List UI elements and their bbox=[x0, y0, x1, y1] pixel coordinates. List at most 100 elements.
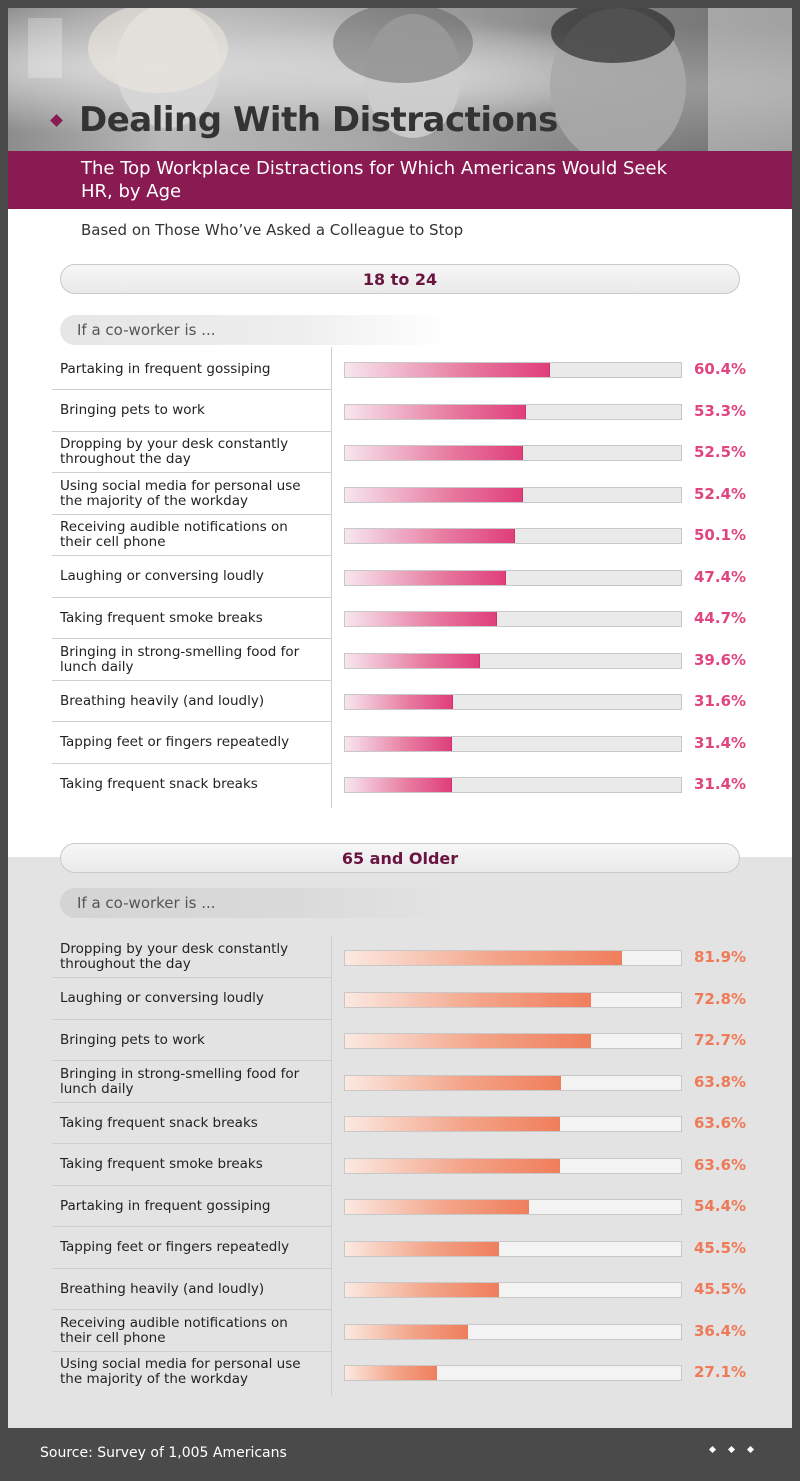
category-label: Partaking in frequent gossiping bbox=[60, 360, 271, 377]
category-row: Partaking in frequent gossiping bbox=[52, 349, 332, 390]
category-label: Bringing pets to work bbox=[60, 402, 205, 418]
category-row: Bringing in strong-smelling food for lun… bbox=[52, 1062, 332, 1103]
bar bbox=[345, 363, 551, 377]
bar-track bbox=[344, 735, 682, 752]
value-label: 53.3% bbox=[694, 401, 747, 420]
category-label: Laughing or conversing loudly bbox=[60, 990, 264, 1006]
header-photo: Dealing With Distractions bbox=[8, 8, 792, 153]
category-label: Laughing or conversing loudly bbox=[60, 568, 264, 584]
value-label: 27.1% bbox=[694, 1363, 747, 1381]
bar bbox=[345, 653, 480, 668]
bar bbox=[345, 1324, 469, 1339]
people-photo-illustration bbox=[28, 8, 792, 153]
value-label: 81.9% bbox=[694, 948, 747, 966]
bar bbox=[345, 736, 453, 751]
category-label: Using social media for personal use the … bbox=[60, 477, 301, 509]
value-label: 63.6% bbox=[694, 1114, 747, 1132]
category-row: Laughing or conversing loudly bbox=[52, 557, 332, 598]
category-label: Receiving audible notifications on their… bbox=[60, 519, 288, 550]
category-label: Tapping feet or fingers repeatedly bbox=[60, 734, 290, 750]
diamond-icon bbox=[727, 1445, 736, 1454]
bar-track bbox=[344, 1074, 682, 1091]
bar bbox=[345, 951, 622, 965]
bar-track bbox=[344, 1157, 682, 1174]
bar bbox=[345, 1241, 499, 1256]
bar bbox=[345, 1283, 499, 1297]
title-diamond-icon bbox=[50, 113, 63, 127]
value-label: 52.5% bbox=[694, 443, 747, 461]
value-label: 63.6% bbox=[694, 1155, 747, 1174]
category-row: Taking frequent snack breaks bbox=[52, 1103, 332, 1144]
value-label: 45.5% bbox=[694, 1238, 747, 1257]
bar-track bbox=[344, 1033, 682, 1049]
bar-track bbox=[344, 1116, 682, 1132]
category-label: Dropping by your desk constantly through… bbox=[60, 941, 289, 972]
value-label: 31.4% bbox=[694, 733, 747, 752]
bar bbox=[345, 446, 524, 460]
bar-track bbox=[344, 528, 682, 544]
category-label: Bringing in strong-smelling food for lun… bbox=[60, 643, 300, 675]
subtitle: The Top Workplace Distractions for Which… bbox=[81, 158, 668, 202]
category-row: Breathing heavily (and loudly) bbox=[52, 681, 332, 722]
category-label: Using social media for personal use the … bbox=[60, 1356, 301, 1387]
category-label: Partaking in frequent gossiping bbox=[60, 1197, 271, 1214]
bar bbox=[345, 529, 516, 543]
diamond-icon bbox=[746, 1445, 755, 1454]
category-row: Bringing pets to work bbox=[52, 1020, 332, 1061]
bar-track bbox=[344, 950, 682, 966]
category-label: Tapping feet or fingers repeatedly bbox=[60, 1239, 290, 1255]
category-row: Receiving audible notifications on their… bbox=[52, 515, 332, 556]
value-label: 54.4% bbox=[694, 1197, 747, 1215]
subtitle-band: The Top Workplace Distractions for Which… bbox=[8, 151, 792, 209]
category-row: Bringing pets to work bbox=[52, 391, 332, 432]
age-group-title: 65 and Older bbox=[60, 843, 740, 873]
diamond-icon bbox=[708, 1445, 717, 1454]
value-label: 63.8% bbox=[694, 1072, 747, 1091]
bar bbox=[345, 612, 498, 626]
category-row: Partaking in frequent gossiping bbox=[52, 1186, 332, 1227]
value-label: 52.4% bbox=[694, 484, 747, 503]
category-row: Using social media for personal use the … bbox=[52, 474, 332, 515]
bar-track bbox=[344, 445, 682, 461]
category-label: Taking frequent smoke breaks bbox=[60, 1156, 263, 1172]
infographic: Dealing With Distractions The Top Workpl… bbox=[8, 8, 792, 1428]
category-label: Taking frequent smoke breaks bbox=[60, 609, 263, 626]
bar-track bbox=[344, 486, 682, 503]
bar bbox=[345, 695, 453, 709]
source-note: Source: Survey of 1,005 Americans bbox=[40, 1445, 287, 1461]
value-label: 31.4% bbox=[694, 775, 747, 793]
age-group-title: 18 to 24 bbox=[60, 264, 740, 294]
category-label: Breathing heavily (and loudly) bbox=[60, 692, 265, 709]
category-label: Receiving audible notifications on their… bbox=[60, 1314, 288, 1346]
bar bbox=[345, 1117, 560, 1131]
bar-track bbox=[344, 611, 682, 627]
value-label: 36.4% bbox=[694, 1321, 747, 1340]
bar-track bbox=[344, 694, 682, 710]
category-row: Dropping by your desk constantly through… bbox=[52, 937, 332, 978]
page-title: Dealing With Distractions bbox=[79, 100, 558, 140]
bar-track bbox=[344, 777, 682, 793]
bar-track bbox=[344, 362, 682, 378]
category-row: Breathing heavily (and loudly) bbox=[52, 1269, 332, 1310]
bar bbox=[345, 1200, 529, 1214]
value-label: 72.7% bbox=[694, 1031, 747, 1049]
category-label: Bringing pets to work bbox=[60, 1031, 205, 1048]
value-label: 47.4% bbox=[694, 567, 747, 586]
bar-track bbox=[344, 1282, 682, 1298]
footer-dots bbox=[708, 1445, 755, 1454]
category-label: Breathing heavily (and loudly) bbox=[60, 1280, 265, 1297]
category-label: Taking frequent snack breaks bbox=[60, 775, 258, 792]
category-row: Using social media for personal use the … bbox=[52, 1352, 332, 1393]
bar bbox=[345, 404, 527, 419]
divider-line bbox=[331, 935, 332, 1396]
category-label: Bringing in strong-smelling food for lun… bbox=[60, 1065, 300, 1097]
bar-track bbox=[344, 991, 682, 1008]
condition-label: If a co-worker is ... bbox=[60, 888, 450, 918]
bar-track bbox=[344, 1199, 682, 1215]
bar-track bbox=[344, 652, 682, 669]
value-label: 44.7% bbox=[694, 609, 747, 627]
category-row: Tapping feet or fingers repeatedly bbox=[52, 723, 332, 764]
category-row: Bringing in strong-smelling food for lun… bbox=[52, 640, 332, 681]
value-label: 31.6% bbox=[694, 692, 747, 710]
bar bbox=[345, 570, 507, 585]
